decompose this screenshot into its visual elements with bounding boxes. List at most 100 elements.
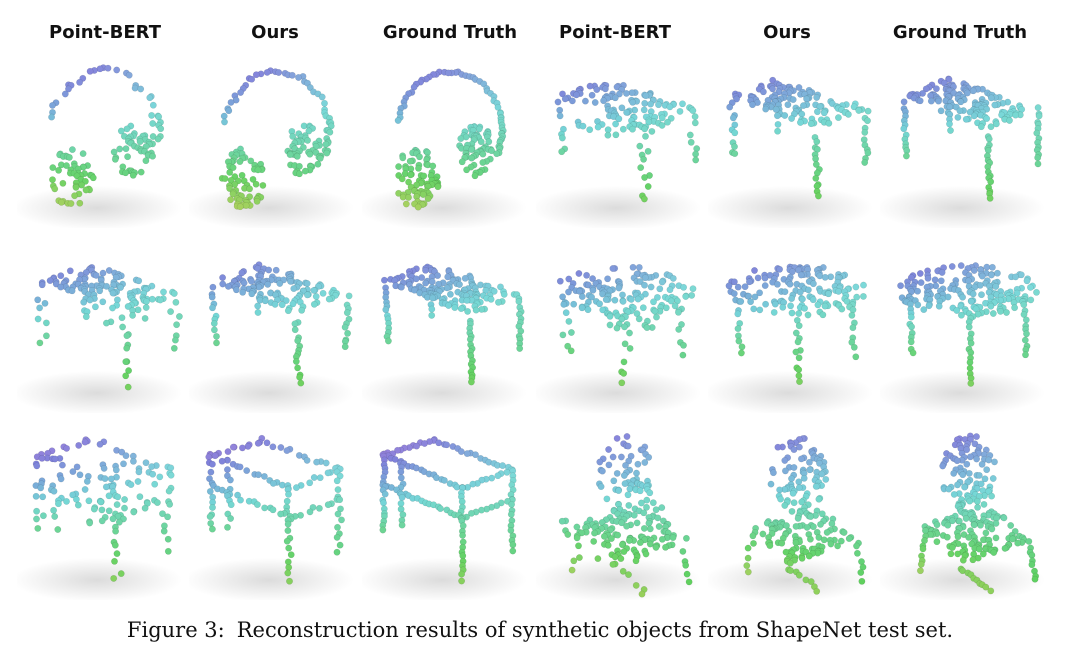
point [772, 106, 780, 113]
point-cloud-render [189, 67, 354, 228]
point [278, 301, 286, 309]
point [220, 112, 228, 120]
point [1026, 283, 1034, 291]
point [236, 463, 244, 471]
point [334, 523, 341, 531]
point [967, 379, 975, 387]
point [285, 544, 293, 552]
point [605, 446, 613, 453]
point [988, 525, 996, 533]
point [424, 195, 432, 203]
point [812, 161, 820, 168]
point [935, 97, 942, 105]
point [619, 291, 626, 299]
point [79, 150, 87, 158]
point [974, 503, 982, 511]
point [333, 548, 341, 556]
point [149, 152, 157, 160]
point [798, 498, 806, 506]
point [991, 101, 999, 109]
point [380, 499, 387, 507]
ground-shadow [880, 558, 1045, 600]
point [556, 106, 564, 114]
point [236, 203, 244, 211]
point [966, 358, 974, 366]
point [253, 197, 261, 205]
point [978, 291, 985, 299]
point [834, 542, 842, 550]
ground-shadow [17, 371, 182, 413]
point [924, 274, 932, 282]
point [630, 511, 638, 519]
point [33, 462, 41, 470]
point [781, 467, 789, 475]
point [843, 297, 851, 305]
point [777, 495, 785, 503]
point [961, 483, 969, 491]
point [136, 493, 144, 501]
point [975, 545, 983, 553]
point [957, 302, 965, 310]
point [761, 274, 769, 282]
caption-text: Reconstruction results of synthetic obje… [236, 618, 954, 642]
point [406, 157, 414, 165]
point [689, 107, 697, 115]
point [983, 115, 991, 123]
point [666, 103, 674, 111]
point [907, 338, 915, 346]
point [98, 506, 106, 514]
point [662, 304, 670, 312]
point [954, 113, 962, 121]
point-cloud-render [708, 263, 873, 413]
point [58, 461, 66, 469]
point [989, 310, 997, 317]
point-cloud-chair-point-bert [536, 430, 712, 600]
point [620, 358, 628, 366]
point [759, 530, 767, 538]
point [688, 291, 696, 299]
point [142, 459, 150, 467]
point [103, 282, 111, 290]
point [864, 117, 871, 125]
point [596, 300, 604, 308]
point [221, 118, 228, 126]
point [49, 164, 57, 172]
point [248, 277, 255, 285]
ground-shadow [189, 371, 354, 413]
point [325, 295, 333, 303]
point [207, 519, 215, 527]
point [647, 100, 655, 108]
point [970, 521, 978, 529]
point [805, 458, 813, 466]
point [967, 339, 975, 347]
point [649, 499, 657, 507]
point [227, 98, 235, 106]
point [594, 123, 602, 131]
points [32, 436, 175, 582]
point [398, 494, 406, 501]
point [643, 324, 651, 332]
point [641, 99, 649, 107]
point [743, 562, 751, 570]
point [479, 159, 487, 166]
point [683, 570, 691, 578]
point [92, 271, 100, 279]
point [1000, 514, 1008, 522]
point [516, 345, 524, 352]
point [939, 462, 947, 470]
points [726, 76, 872, 200]
point [137, 85, 145, 93]
point [861, 128, 869, 136]
point [969, 556, 977, 564]
point [49, 176, 56, 184]
point [125, 367, 133, 375]
point-cloud-shelf-bench-ground-truth [362, 430, 538, 600]
point [581, 97, 589, 105]
point [747, 298, 755, 306]
point [848, 311, 856, 319]
point [102, 483, 110, 491]
point [397, 500, 405, 507]
points [897, 262, 1040, 387]
point [316, 154, 324, 162]
point [618, 519, 626, 527]
